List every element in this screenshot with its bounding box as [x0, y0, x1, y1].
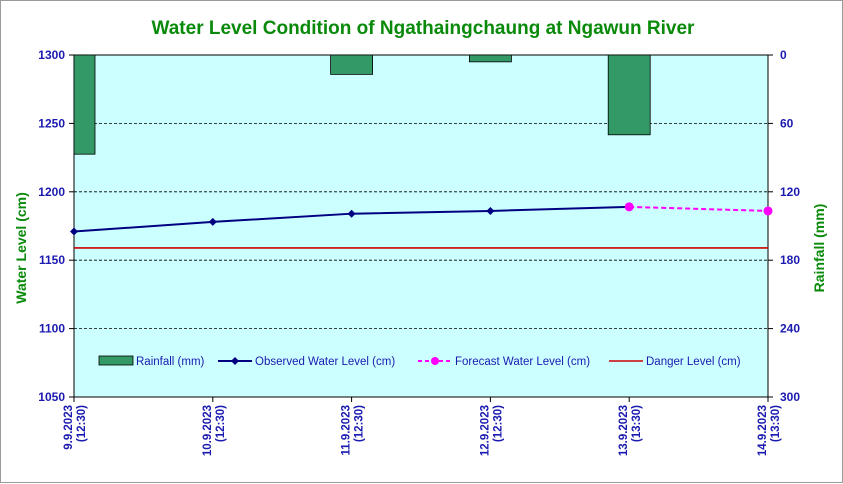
y-left-tick-label: 1150 [39, 253, 65, 267]
x-tick-label: 14.9.2023(13:30) [757, 405, 782, 456]
y-left-tick-label: 1100 [39, 322, 65, 336]
legend-label: Observed Water Level (cm) [255, 356, 395, 368]
y-right-tick-label: 300 [780, 390, 800, 404]
y-left-tick-label: 1200 [38, 185, 65, 199]
y-right-tick-label: 120 [780, 185, 800, 199]
observed-water-level-cm-point [486, 206, 495, 215]
y-right-tick-label: 60 [780, 116, 794, 130]
x-tick-label-date: 11.9.2023 [341, 405, 353, 456]
x-tick-label: 11.9.2023(12:30) [341, 405, 366, 456]
x-tick-label-date: 9.9.2023 [63, 405, 75, 450]
legend-label: Danger Level (cm) [646, 356, 741, 368]
x-tick-label-date: 13.9.2023 [618, 405, 630, 456]
x-tick-label-time: (12:30) [492, 405, 504, 442]
chart-title: Water Level Condition of Ngathaingchaung… [152, 18, 696, 39]
y-left-tick-label: 1300 [38, 48, 65, 62]
x-tick-label-time: (12:30) [76, 405, 88, 442]
x-tick-label: 12.9.2023(12:30) [479, 405, 504, 456]
x-tick-label-date: 10.9.2023 [202, 405, 214, 456]
axis-ticks: 1300 1250 1200 1150 1100 1050 0 60 120 180 240 300 9… [38, 48, 800, 456]
y-axis-right-label: Rainfall (mm) [811, 204, 827, 293]
forecast-water-level-cm-line [629, 205, 769, 212]
rainfall-bar [468, 54, 512, 63]
observed-water-level-cm-point [347, 209, 356, 218]
forecast-water-level-cm-point [763, 206, 773, 216]
x-tick-label-time: (13:30) [770, 405, 782, 442]
plot-area [73, 54, 769, 398]
observed-water-level-cm-point [70, 227, 78, 236]
rainfall-bar [330, 54, 374, 75]
gridlines [74, 54, 768, 330]
series-lines [70, 202, 773, 249]
legend-marker [231, 357, 239, 365]
forecast-water-level-cm-point [624, 202, 634, 212]
x-tick-label: 13.9.2023(13:30) [618, 405, 643, 456]
legend-label: Rainfall (mm) [136, 356, 205, 368]
y-axis-left-label: Water Level (cm) [13, 192, 29, 304]
rainfall-bar [73, 54, 96, 155]
x-tick-label-date: 12.9.2023 [479, 405, 491, 456]
x-tick-label: 9.9.2023(12:30) [63, 405, 88, 450]
observed-water-level-cm-point [208, 217, 217, 226]
x-tick-label-time: (12:30) [215, 405, 227, 442]
x-tick-label-date: 14.9.2023 [757, 405, 769, 456]
legend-swatch-rainfall [98, 355, 134, 366]
x-tick-label: 10.9.2023(12:30) [202, 405, 227, 456]
x-tick-label-time: (12:30) [354, 405, 366, 442]
y-left-tick-label: 1250 [38, 116, 65, 130]
y-right-tick-label: 0 [780, 48, 787, 62]
legend-marker [431, 357, 439, 365]
y-right-tick-label: 240 [780, 322, 800, 336]
legend: Rainfall (mm) Observed Water Level (cm) Fo… [98, 355, 741, 368]
y-left-tick-label: 1050 [38, 390, 65, 404]
rainfall-bar [607, 54, 651, 136]
x-tick-label-time: (13:30) [631, 405, 643, 442]
legend-label: Forecast Water Level (cm) [455, 356, 590, 368]
rainfall-bars [73, 54, 651, 155]
y-right-tick-label: 180 [780, 253, 800, 267]
